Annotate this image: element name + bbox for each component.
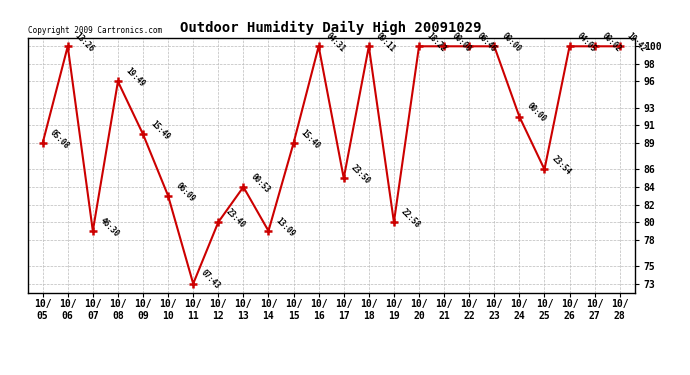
Text: 18:22: 18:22 xyxy=(424,31,447,54)
Text: 00:00: 00:00 xyxy=(500,31,522,54)
Text: 23:40: 23:40 xyxy=(224,207,246,230)
Text: 13:09: 13:09 xyxy=(274,216,297,238)
Text: 07:43: 07:43 xyxy=(199,268,221,291)
Text: 15:40: 15:40 xyxy=(299,128,322,151)
Text: 19:49: 19:49 xyxy=(124,66,146,89)
Text: Copyright 2009 Cartronics.com: Copyright 2009 Cartronics.com xyxy=(28,26,161,35)
Text: 05:08: 05:08 xyxy=(48,128,71,151)
Title: Outdoor Humidity Daily High 20091029: Outdoor Humidity Daily High 20091029 xyxy=(181,21,482,35)
Text: 15:49: 15:49 xyxy=(148,119,171,142)
Text: 04:05: 04:05 xyxy=(575,31,598,54)
Text: 23:50: 23:50 xyxy=(349,163,372,186)
Text: 46:30: 46:30 xyxy=(99,216,121,238)
Text: 00:53: 00:53 xyxy=(249,172,272,195)
Text: 23:54: 23:54 xyxy=(550,154,573,177)
Text: 22:58: 22:58 xyxy=(400,207,422,230)
Text: 00:00: 00:00 xyxy=(525,102,548,124)
Text: 04:31: 04:31 xyxy=(324,31,347,54)
Text: 09:11: 09:11 xyxy=(375,31,397,54)
Text: 06:46: 06:46 xyxy=(475,31,497,54)
Text: 00:00: 00:00 xyxy=(450,31,473,54)
Text: 13:26: 13:26 xyxy=(73,31,96,54)
Text: 19:42: 19:42 xyxy=(625,31,648,54)
Text: 06:09: 06:09 xyxy=(174,181,197,203)
Text: 00:02: 00:02 xyxy=(600,31,623,54)
